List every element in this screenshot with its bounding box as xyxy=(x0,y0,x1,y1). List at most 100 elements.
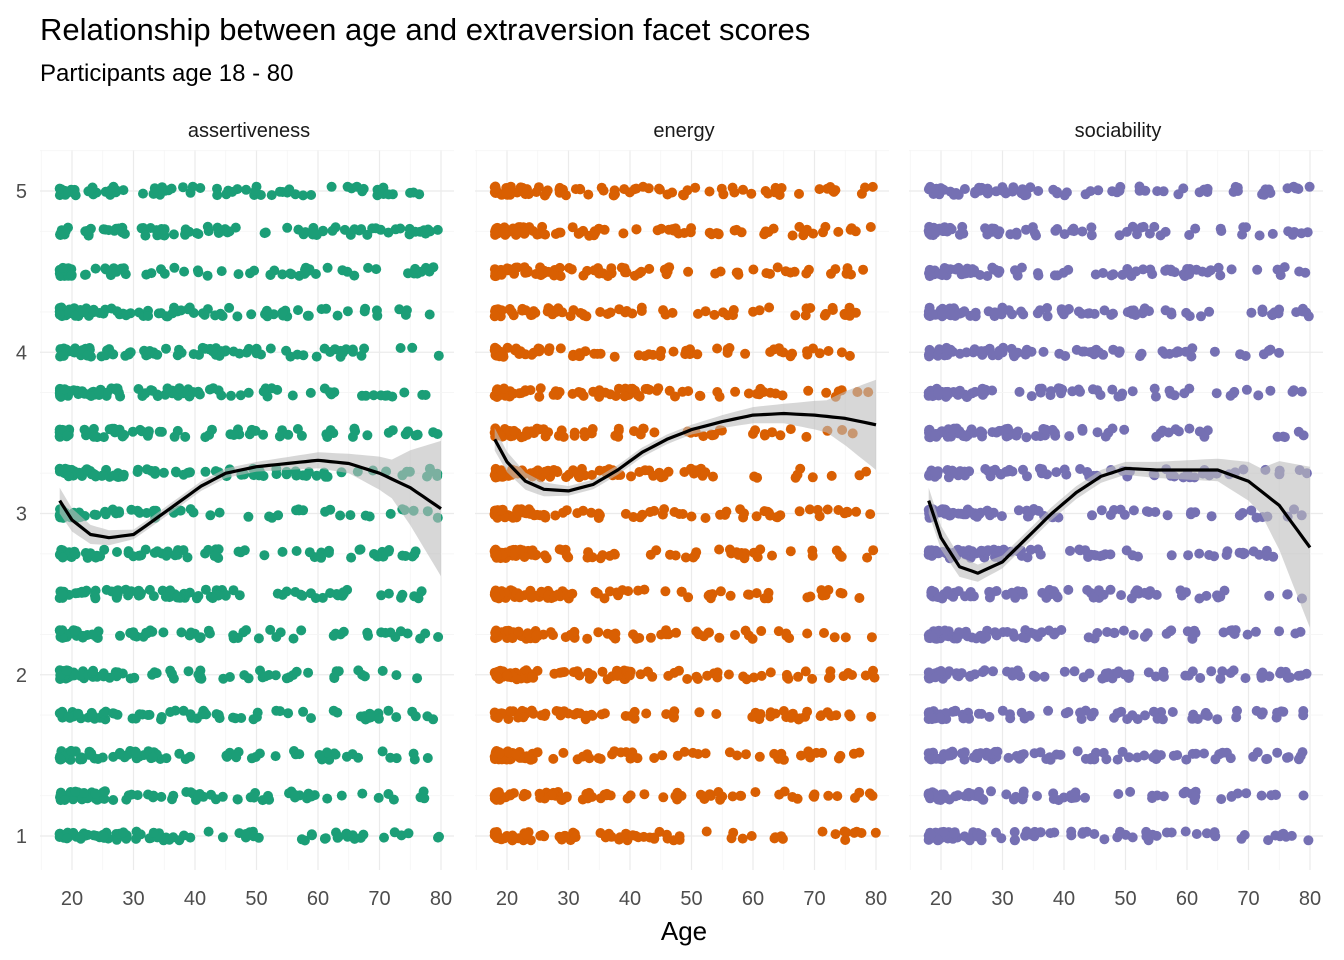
data-point xyxy=(383,546,394,557)
data-point xyxy=(202,270,213,281)
data-point xyxy=(217,311,228,321)
data-point xyxy=(1088,347,1099,358)
data-point xyxy=(1190,507,1201,518)
data-point xyxy=(949,828,960,839)
data-point xyxy=(866,632,877,643)
data-point xyxy=(266,190,277,201)
data-point xyxy=(385,752,396,763)
data-point xyxy=(839,826,850,837)
data-point xyxy=(1237,229,1248,240)
data-point xyxy=(357,669,368,680)
data-point xyxy=(76,587,87,598)
data-point xyxy=(1083,632,1094,643)
data-point xyxy=(724,343,735,353)
data-point xyxy=(752,552,763,563)
data-point xyxy=(264,794,275,805)
data-point xyxy=(970,386,981,397)
data-point xyxy=(615,747,626,758)
data-point xyxy=(807,550,818,561)
data-point xyxy=(1150,507,1161,517)
data-point xyxy=(1199,431,1210,442)
data-point xyxy=(1009,631,1020,642)
data-point xyxy=(693,749,704,759)
data-point xyxy=(704,227,715,238)
data-point xyxy=(324,387,335,398)
data-point xyxy=(355,544,366,555)
data-point xyxy=(156,791,167,802)
data-point xyxy=(1123,752,1134,763)
data-point xyxy=(835,587,846,598)
data-point xyxy=(521,829,532,840)
data-point xyxy=(328,630,339,641)
data-point xyxy=(1219,585,1230,596)
data-point xyxy=(232,311,243,322)
data-point xyxy=(184,630,195,641)
data-point xyxy=(949,423,959,434)
data-point xyxy=(941,342,952,353)
data-point xyxy=(491,592,502,603)
data-point xyxy=(645,632,656,643)
data-point xyxy=(148,827,159,838)
data-point xyxy=(1180,826,1191,837)
data-point xyxy=(540,431,551,442)
data-point xyxy=(572,468,583,479)
data-point xyxy=(858,264,869,275)
data-point xyxy=(79,424,90,435)
data-point xyxy=(277,425,288,436)
x-tick-label: 80 xyxy=(1299,888,1321,910)
data-point xyxy=(1011,430,1022,441)
data-point xyxy=(715,509,726,520)
data-point xyxy=(990,264,1001,275)
data-point xyxy=(104,672,115,683)
data-point xyxy=(599,708,610,719)
data-point xyxy=(805,591,816,602)
data-point xyxy=(765,387,776,398)
data-point xyxy=(1166,309,1177,320)
data-point xyxy=(561,505,572,516)
data-point xyxy=(1250,626,1261,637)
data-point xyxy=(432,224,443,235)
data-point xyxy=(320,471,331,482)
data-point xyxy=(142,710,153,720)
data-point xyxy=(1025,182,1036,193)
data-point xyxy=(191,228,202,239)
data-point xyxy=(346,552,357,563)
data-point xyxy=(794,188,804,199)
data-point xyxy=(292,349,303,360)
data-point xyxy=(185,709,196,720)
data-point xyxy=(147,752,158,763)
data-point xyxy=(297,590,308,601)
data-point xyxy=(781,628,792,639)
data-point xyxy=(1201,590,1212,601)
data-point xyxy=(977,389,988,400)
data-point xyxy=(379,832,389,843)
data-point xyxy=(224,302,235,313)
data-point xyxy=(240,829,251,840)
data-point xyxy=(503,714,514,724)
data-point xyxy=(1086,230,1097,241)
data-point xyxy=(1033,270,1044,281)
data-point xyxy=(548,465,559,475)
data-point xyxy=(113,223,124,234)
data-point xyxy=(277,269,288,280)
data-point xyxy=(281,673,292,684)
data-point xyxy=(972,511,983,522)
data-point xyxy=(924,545,934,556)
data-point xyxy=(233,546,244,557)
data-point xyxy=(318,226,328,237)
data-point xyxy=(1116,590,1127,601)
data-point xyxy=(809,791,820,802)
data-point xyxy=(513,712,524,723)
data-point xyxy=(987,587,997,598)
data-point xyxy=(1170,347,1181,358)
data-point xyxy=(1048,586,1059,597)
data-point xyxy=(298,706,309,717)
data-point xyxy=(1095,390,1106,400)
data-point xyxy=(865,509,876,520)
data-point xyxy=(61,833,72,844)
data-point xyxy=(941,387,952,397)
y-tick-label: 4 xyxy=(16,342,27,364)
data-point xyxy=(395,223,406,234)
data-point xyxy=(519,552,530,562)
